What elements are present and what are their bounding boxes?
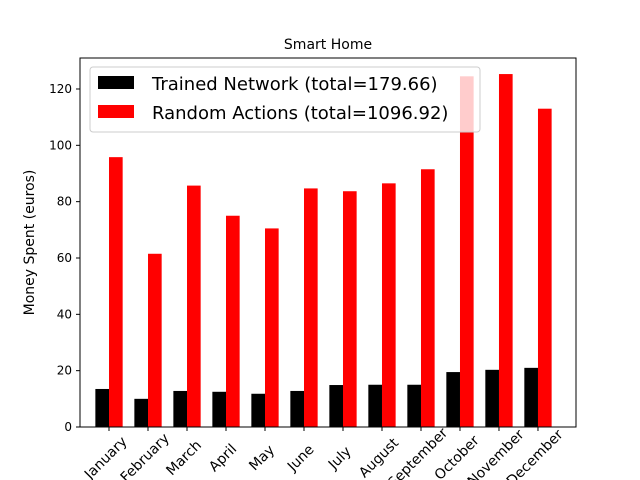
bar-trained-network-july bbox=[329, 385, 343, 427]
bar-trained-network-february bbox=[134, 398, 149, 427]
bar-random-actions-may bbox=[265, 228, 279, 427]
bar-trained-network-january bbox=[95, 388, 110, 427]
bar-trained-network-september bbox=[407, 384, 421, 427]
x-tick-label: May bbox=[246, 442, 278, 474]
chart-title: Smart Home bbox=[284, 37, 372, 53]
y-tick-label: 20 bbox=[57, 364, 72, 378]
y-tick-label: 60 bbox=[57, 251, 72, 265]
bar-random-actions-april bbox=[226, 215, 240, 427]
x-tick-label: February bbox=[118, 431, 173, 480]
bar-random-actions-january bbox=[109, 157, 123, 427]
y-tick-label: 120 bbox=[49, 82, 72, 96]
bar-random-actions-august bbox=[381, 183, 396, 427]
bar-random-actions-september bbox=[420, 169, 435, 427]
x-tick-label: April bbox=[206, 441, 240, 475]
bar-trained-network-november bbox=[485, 369, 499, 427]
legend: Trained Network (total=179.66) Random Ac… bbox=[89, 66, 481, 133]
bar-trained-network-october bbox=[446, 372, 460, 427]
bar-random-actions-july bbox=[342, 191, 357, 427]
bar-trained-network-march bbox=[173, 390, 188, 427]
y-axis-label: Money Spent (euros) bbox=[22, 170, 38, 316]
x-tick-label: July bbox=[325, 444, 355, 474]
legend-swatch-random-actions bbox=[98, 105, 134, 118]
x-tick-label: June bbox=[284, 442, 318, 476]
bar-random-actions-march bbox=[187, 185, 201, 427]
legend-label-random-actions: Random Actions (total=1096.92) bbox=[152, 103, 448, 124]
legend-label-trained-network: Trained Network (total=179.66) bbox=[151, 74, 438, 95]
bar-random-actions-february bbox=[148, 253, 162, 427]
bar-trained-network-august bbox=[368, 384, 382, 427]
bar-random-actions-june bbox=[304, 188, 318, 427]
y-tick-label: 80 bbox=[57, 195, 72, 209]
legend-box bbox=[89, 66, 481, 133]
plot-frame bbox=[79, 57, 577, 428]
bar-trained-network-may bbox=[251, 393, 265, 427]
y-axis-ticks: 0 20 40 60 80 100 120 bbox=[49, 82, 80, 434]
bars-group bbox=[95, 74, 552, 427]
y-tick-label: 100 bbox=[49, 138, 72, 152]
y-tick-label: 0 bbox=[64, 420, 72, 434]
y-tick-label: 40 bbox=[57, 307, 72, 321]
legend-swatch-trained-network bbox=[98, 76, 134, 89]
bar-trained-network-december bbox=[524, 367, 538, 427]
bar-random-actions-october bbox=[459, 76, 474, 427]
bar-trained-network-april bbox=[212, 391, 227, 427]
bar-random-actions-november bbox=[498, 74, 513, 427]
bar-trained-network-june bbox=[290, 390, 304, 427]
bar-random-actions-december bbox=[537, 108, 552, 427]
